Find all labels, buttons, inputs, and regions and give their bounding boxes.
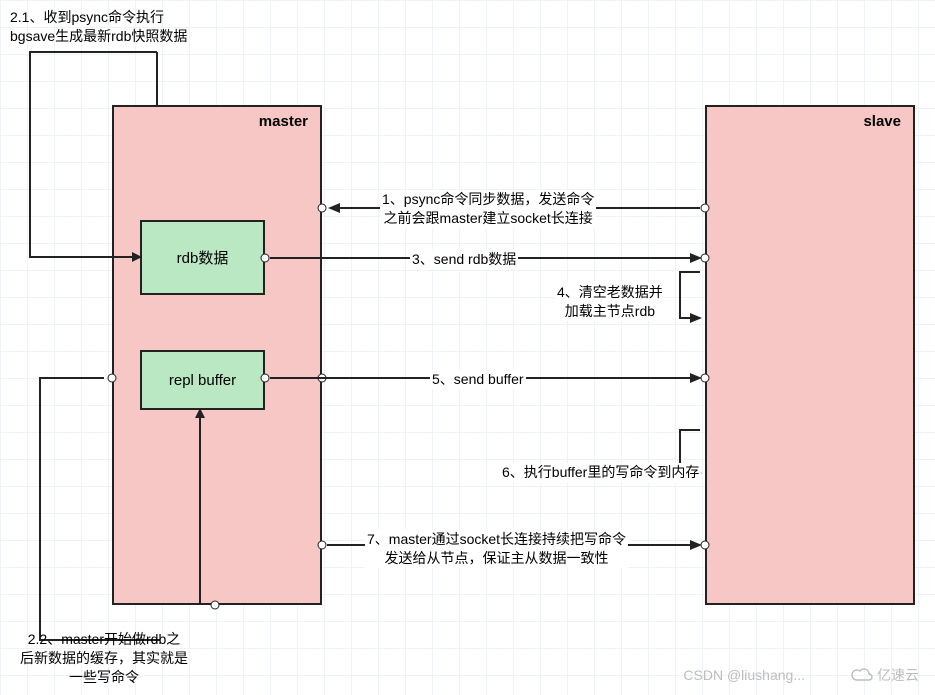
port — [261, 254, 270, 263]
port — [701, 204, 710, 213]
slave-box: slave — [705, 105, 915, 605]
port — [701, 541, 710, 550]
port — [701, 254, 710, 263]
master-title: master — [259, 113, 308, 130]
label-2-1: 2.1、收到psync命令执行 bgsave生成最新rdb快照数据 — [8, 8, 189, 46]
port — [211, 601, 220, 610]
slave-title: slave — [863, 113, 901, 130]
watermark-brand-text: 亿速云 — [877, 665, 919, 685]
port — [701, 374, 710, 383]
port — [318, 541, 327, 550]
port — [318, 374, 327, 383]
port — [318, 204, 327, 213]
label-2-2: 2.2、master开始做rdb之 后新数据的缓存，其实就是 一些写命令 — [18, 630, 190, 687]
repl-buffer-box: repl buffer — [140, 350, 265, 410]
label-1: 1、psync命令同步数据，发送命令 之前会跟master建立socket长连接 — [380, 190, 596, 228]
label-4: 4、清空老数据并 加载主节点rdb — [555, 283, 665, 321]
cloud-icon — [851, 668, 873, 682]
rdb-data-box: rdb数据 — [140, 220, 265, 295]
watermark-csdn: CSDN @liushang... — [683, 667, 805, 683]
port — [261, 374, 270, 383]
label-6: 6、执行buffer里的写命令到内存 — [500, 463, 701, 482]
label-7: 7、master通过socket长连接持续把写命令 发送给从节点，保证主从数据一… — [365, 530, 628, 568]
label-5: 5、send buffer — [430, 370, 526, 389]
port — [108, 374, 117, 383]
watermark-brand: 亿速云 — [851, 665, 919, 685]
rdb-data-label: rdb数据 — [177, 247, 229, 268]
label-3: 3、send rdb数据 — [410, 250, 518, 269]
repl-buffer-label: repl buffer — [169, 372, 236, 389]
